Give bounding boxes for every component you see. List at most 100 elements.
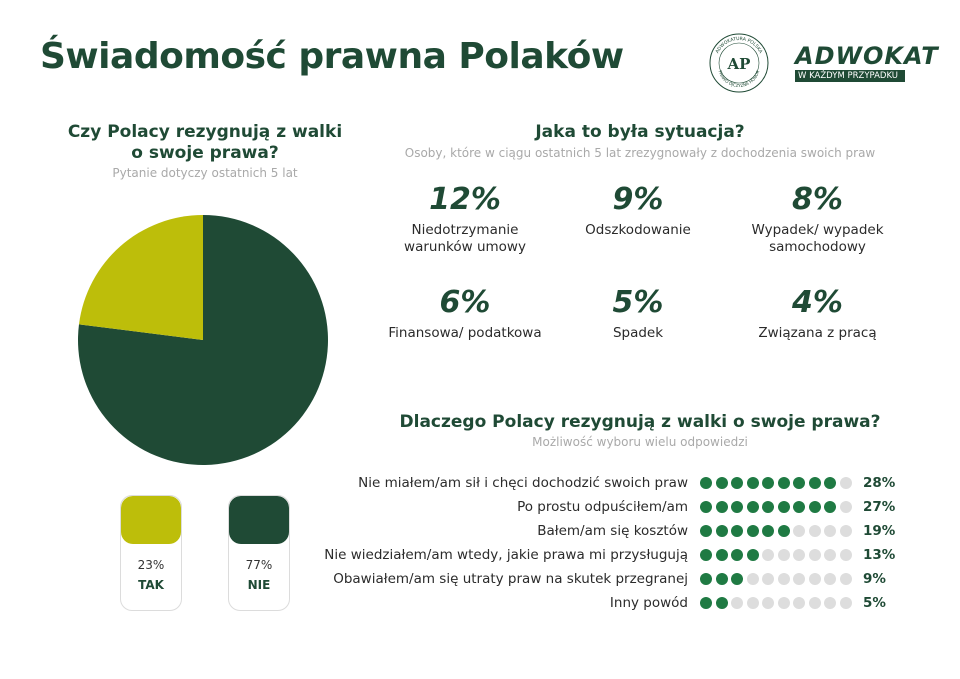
situation-item: 9% Odszkodowanie bbox=[553, 180, 723, 239]
situation-label: Wypadek/ wypadek samochodowy bbox=[751, 222, 884, 255]
reason-value: 9% bbox=[863, 571, 886, 587]
dot-empty bbox=[793, 573, 805, 585]
pie-slice-tak bbox=[78, 215, 203, 340]
reason-row: Inny powód 5% bbox=[300, 593, 910, 613]
dot-empty bbox=[808, 573, 821, 585]
dot-filled bbox=[762, 477, 774, 489]
dot-filled bbox=[731, 477, 743, 489]
reasons-title: Dlaczego Polacy rezygnują z walki o swoj… bbox=[399, 412, 881, 432]
reason-row: Po prostu odpuściłem/am 27% bbox=[300, 497, 910, 517]
seal-monogram: AP bbox=[727, 55, 751, 73]
dot-empty bbox=[762, 549, 774, 561]
situations-title: Jaka to była sytuacja? bbox=[535, 122, 745, 142]
situation-value: 6% bbox=[439, 285, 491, 320]
dot-empty bbox=[793, 549, 805, 561]
dot-filled bbox=[746, 501, 759, 513]
reason-value: 19% bbox=[863, 523, 896, 539]
dot-filled bbox=[762, 501, 774, 513]
dot-filled bbox=[715, 477, 728, 489]
dot-filled bbox=[715, 549, 728, 561]
reason-row: Bałem/am się kosztów 19% bbox=[300, 521, 910, 541]
dot-filled bbox=[731, 501, 743, 513]
dot-filled bbox=[824, 477, 836, 489]
situation-label: Finansowa/ podatkowa bbox=[388, 325, 542, 341]
situations-subtitle: Osoby, które w ciągu ostatnich 5 lat zre… bbox=[404, 146, 876, 160]
dot-empty bbox=[731, 597, 743, 609]
dot-filled bbox=[715, 501, 728, 513]
dot-filled bbox=[700, 525, 712, 537]
dot-filled bbox=[777, 525, 790, 537]
reason-value: 13% bbox=[863, 547, 896, 563]
dot-empty bbox=[839, 525, 852, 537]
reason-row: Nie wiedziałem/am wtedy, jakie prawa mi … bbox=[300, 545, 910, 565]
situation-item: 4% Związana z pracą bbox=[730, 283, 905, 342]
dot-empty bbox=[839, 501, 852, 513]
legend-swatch-tak bbox=[121, 496, 181, 544]
dot-empty bbox=[762, 597, 774, 609]
dot-filled bbox=[731, 573, 743, 585]
legend-card-tak: 23% TAK bbox=[120, 495, 182, 611]
dot-empty bbox=[808, 549, 821, 561]
dot-filled bbox=[731, 525, 743, 537]
situation-item: 12% Niedotrzymanie warunków umowy bbox=[380, 180, 550, 256]
situation-value: 12% bbox=[429, 182, 501, 217]
situation-value: 9% bbox=[612, 182, 664, 217]
situation-label: Odszkodowanie bbox=[585, 222, 691, 238]
dot-empty bbox=[777, 597, 790, 609]
reason-label: Obawiałem/am się utraty praw na skutek p… bbox=[333, 571, 688, 587]
reasons-subtitle: Możliwość wyboru wielu odpowiedzi bbox=[532, 435, 748, 449]
dot-empty bbox=[839, 573, 852, 585]
legend-swatch-nie bbox=[229, 496, 289, 544]
bar-association-logo: ADWOKATURA POLSKA PRAWO OJCZYZNA HONOR A… bbox=[708, 32, 770, 94]
dot-empty bbox=[777, 549, 790, 561]
dot-empty bbox=[808, 525, 821, 537]
dot-empty bbox=[839, 477, 852, 489]
dot-empty bbox=[808, 597, 821, 609]
dot-filled bbox=[762, 525, 774, 537]
legend-value-nie: 77% bbox=[245, 558, 273, 572]
pie-slice-nie bbox=[78, 215, 329, 465]
dot-empty bbox=[746, 573, 759, 585]
dot-filled bbox=[777, 501, 790, 513]
dot-filled bbox=[746, 549, 759, 561]
situation-value: 5% bbox=[612, 285, 664, 320]
reason-label: Po prostu odpuściłem/am bbox=[517, 499, 688, 515]
campaign-logo-title: ADWOKAT bbox=[795, 42, 939, 70]
legend-card-nie: 77% NIE bbox=[228, 495, 290, 611]
situation-item: 8% Wypadek/ wypadek samochodowy bbox=[730, 180, 905, 256]
situation-value: 4% bbox=[792, 285, 843, 320]
dot-empty bbox=[762, 573, 774, 585]
pie-chart-subtitle: Pytanie dotyczy ostatnich 5 lat bbox=[112, 166, 298, 180]
dot-empty bbox=[777, 573, 790, 585]
reason-label: Nie wiedziałem/am wtedy, jakie prawa mi … bbox=[324, 547, 688, 563]
reason-value: 28% bbox=[863, 475, 896, 491]
dot-filled bbox=[808, 477, 821, 489]
reason-label: Inny powód bbox=[609, 595, 688, 611]
dot-empty bbox=[824, 597, 836, 609]
campaign-logo: ADWOKAT W KAŻDYM PRZYPADKU bbox=[795, 42, 939, 82]
reason-value: 5% bbox=[863, 595, 886, 611]
situation-label: Niedotrzymanie warunków umowy bbox=[404, 222, 526, 255]
dot-filled bbox=[731, 549, 743, 561]
situation-item: 5% Spadek bbox=[553, 283, 723, 342]
situation-value: 8% bbox=[792, 182, 843, 217]
dot-filled bbox=[808, 501, 821, 513]
dot-filled bbox=[715, 525, 728, 537]
dot-filled bbox=[700, 501, 712, 513]
dot-filled bbox=[746, 477, 759, 489]
dot-filled bbox=[793, 501, 805, 513]
page-title: Świadomość prawna Polaków bbox=[40, 36, 624, 77]
dot-filled bbox=[715, 597, 728, 609]
dot-filled bbox=[700, 477, 712, 489]
situation-label: Spadek bbox=[612, 325, 664, 341]
reason-label: Bałem/am się kosztów bbox=[537, 523, 688, 539]
dot-filled bbox=[777, 477, 790, 489]
reason-value: 27% bbox=[863, 499, 896, 515]
campaign-logo-tagline: W KAŻDYM PRZYPADKU bbox=[795, 70, 905, 82]
dot-filled bbox=[824, 501, 836, 513]
pie-chart-title: Czy Polacy rezygnują z walki o swoje pra… bbox=[67, 122, 343, 163]
dot-filled bbox=[700, 549, 712, 561]
legend-label-tak: TAK bbox=[138, 578, 164, 592]
pie-chart bbox=[78, 215, 329, 465]
dot-empty bbox=[824, 573, 836, 585]
